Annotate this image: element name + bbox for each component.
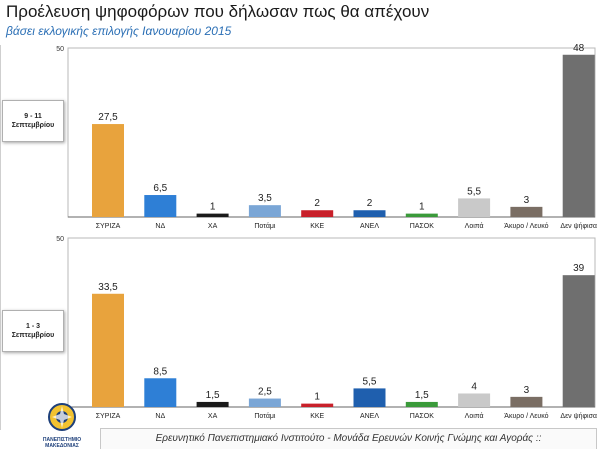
category-label: ΣΥΡΙΖΑ (96, 223, 121, 230)
logo-line-2: ΜΑΚΕΔΟΝΙΑΣ (45, 443, 79, 449)
chart-panel-1: 9 - 11 Σεπτεμβρίου 50 27,5 ΣΥΡΙΖΑ 6,5 ΝΔ 1 ΧΑ 3… (0, 40, 600, 235)
bar (353, 210, 386, 217)
bar-value-label: 5,5 (363, 376, 377, 387)
bar (510, 396, 543, 407)
y-tick-label: 50 (56, 236, 64, 243)
bar (144, 378, 177, 407)
period-label-box: 1 - 3 Σεπτεμβρίου (2, 310, 64, 352)
left-divider (0, 45, 1, 430)
period-month: Σεπτεμβρίου (11, 332, 55, 339)
category-label: Δεν ψήφισα (560, 223, 597, 230)
category-label: ΝΔ (155, 223, 165, 230)
bar (196, 401, 229, 407)
category-label: Άκυρο / Λευκό (504, 222, 548, 230)
bar (92, 124, 124, 217)
category-label: Δεν ψήφισα (560, 413, 597, 420)
bar-chart-2: 50 33,5 ΣΥΡΙΖΑ 8,5 ΝΔ 1,5 ΧΑ 2,5 Ποτάμι 1 ΚΚΕ 5,5 ΑΝ… (56, 236, 597, 420)
period-label-box: 9 - 11 Σεπτεμβρίου (2, 100, 64, 142)
bar-value-label: 1,5 (415, 390, 429, 401)
bar (353, 388, 386, 407)
category-label: ΑΝΕΛ (360, 413, 379, 420)
bar-value-label: 3 (524, 385, 530, 396)
bar-value-label: 1,5 (206, 390, 220, 401)
bar-value-label: 27,5 (98, 112, 118, 123)
category-label: Ποτάμι (254, 412, 276, 420)
bar (405, 213, 438, 217)
plot-frame (67, 47, 596, 218)
footer-caption: Ερευνητικό Πανεπιστημιακό Ινστιτούτο - Μ… (100, 428, 597, 449)
category-label: ΣΥΡΙΖΑ (96, 413, 121, 420)
bar-value-label: 8,5 (153, 366, 167, 377)
logo-line-1: ΠΑΝΕΠΙΣΤΗΜΙΟ (42, 437, 82, 443)
bar (301, 403, 334, 407)
bar (562, 54, 595, 217)
category-label: ΠΑΣΟΚ (410, 413, 434, 420)
period-range: 9 - 11 (24, 113, 42, 120)
category-label: ΠΑΣΟΚ (410, 223, 434, 230)
bar (196, 213, 229, 217)
y-tick-label: 50 (56, 46, 64, 53)
category-label: ΚΚΕ (310, 413, 324, 420)
category-label: Ποτάμι (254, 222, 276, 230)
period-range: 1 - 3 (25, 323, 40, 330)
bar (405, 401, 438, 407)
bar-value-label: 2 (314, 198, 320, 209)
bar-value-label: 1 (314, 392, 320, 403)
bar-value-label: 1 (419, 202, 425, 213)
category-label: ΧΑ (208, 413, 218, 420)
bar-value-label: 3,5 (258, 193, 272, 204)
seal-icon (48, 403, 76, 431)
category-label: ΑΝΕΛ (360, 223, 379, 230)
category-label: ΧΑ (208, 223, 218, 230)
bar-value-label: 33,5 (98, 282, 118, 293)
bar (301, 210, 334, 217)
bar-value-label: 39 (573, 263, 585, 274)
chart-panel-2: 1 - 3 Σεπτεμβρίου 50 33,5 ΣΥΡΙΖΑ 8,5 ΝΔ 1,5 ΧΑ… (0, 230, 600, 425)
category-label: ΚΚΕ (310, 223, 324, 230)
bar-value-label: 1 (210, 202, 216, 213)
category-label: Λοιπά (465, 222, 484, 230)
university-logo: ΠΑΝΕΠΙΣΤΗΜΙΟ ΜΑΚΕΔΟΝΙΑΣ (30, 402, 94, 450)
chart-subtitle: βάσει εκλογικής επιλογής Ιανουαρίου 2015 (6, 24, 232, 38)
bar (562, 275, 595, 407)
bar (92, 293, 124, 407)
bar-value-label: 3 (524, 195, 530, 206)
bar-value-label: 2,5 (258, 387, 272, 398)
bar-chart-1: 50 27,5 ΣΥΡΙΖΑ 6,5 ΝΔ 1 ΧΑ 3,5 Ποτάμι 2 ΚΚΕ 2 ΑΝΕΛ 1 Π… (56, 43, 597, 230)
bar (248, 398, 281, 407)
bar (248, 205, 281, 217)
bar-value-label: 2 (367, 198, 373, 209)
bar (458, 393, 491, 407)
bar-value-label: 48 (573, 43, 585, 54)
bar-value-label: 6,5 (153, 183, 167, 194)
bar (510, 206, 543, 217)
bar-value-label: 5,5 (467, 186, 481, 197)
category-label: Άκυρο / Λευκό (504, 412, 548, 420)
bar (144, 195, 177, 217)
period-month: Σεπτεμβρίου (11, 122, 55, 129)
category-label: ΝΔ (155, 413, 165, 420)
bar-value-label: 4 (471, 381, 477, 392)
bar (458, 198, 491, 217)
chart-title: Προέλευση ψηφοφόρων που δήλωσαν πως θα α… (6, 2, 430, 21)
category-label: Λοιπά (465, 412, 484, 420)
